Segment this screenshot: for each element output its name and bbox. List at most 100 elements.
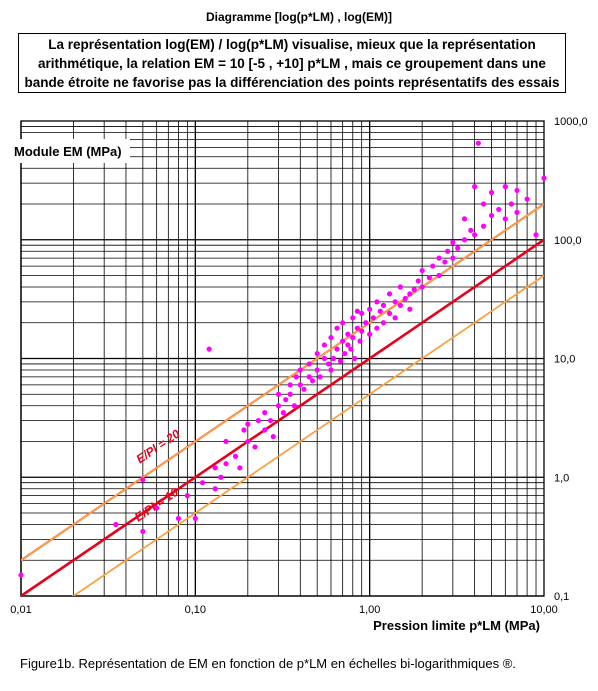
data-point xyxy=(314,367,320,373)
data-point xyxy=(317,374,323,380)
data-point xyxy=(330,355,337,362)
data-point xyxy=(306,361,312,367)
data-point xyxy=(392,299,398,305)
data-point xyxy=(287,391,293,397)
data-point xyxy=(508,201,514,207)
data-point xyxy=(377,308,383,314)
log-log-chart: E/Pl = 10E/Pl = 200,01 0,10 1,00 10,000,11,… xyxy=(10,116,588,633)
data-point xyxy=(283,397,289,403)
data-point xyxy=(472,232,478,238)
data-point xyxy=(514,209,520,215)
data-point xyxy=(359,328,365,334)
data-point xyxy=(206,346,212,352)
data-point xyxy=(184,493,190,499)
data-point xyxy=(397,302,403,308)
data-point xyxy=(363,320,369,326)
data-point xyxy=(291,403,297,409)
data-point xyxy=(297,367,303,373)
data-point xyxy=(340,320,346,326)
data-point xyxy=(175,515,182,522)
data-point xyxy=(455,245,461,251)
data-point xyxy=(374,325,380,331)
data-point xyxy=(293,374,300,380)
data-point xyxy=(245,438,251,445)
data-point xyxy=(287,382,293,388)
data-point xyxy=(241,427,247,433)
data-point xyxy=(321,355,328,362)
data-point xyxy=(340,338,346,344)
data-point xyxy=(472,184,478,190)
data-point xyxy=(415,278,421,284)
data-point xyxy=(267,417,274,424)
data-point xyxy=(436,272,442,279)
data-point xyxy=(262,410,268,416)
y-tick-label: 0,1 xyxy=(554,591,569,603)
data-point xyxy=(397,284,403,290)
data-point xyxy=(359,310,365,316)
data-point xyxy=(450,239,456,245)
data-point xyxy=(488,189,495,196)
data-point xyxy=(407,291,413,297)
figure-caption: Figure1b. Représentation de EM en foncti… xyxy=(20,656,516,671)
data-point xyxy=(275,403,282,409)
data-point xyxy=(496,206,502,213)
x-tick-label: 1,00 xyxy=(359,604,380,616)
data-point xyxy=(223,438,229,445)
data-point xyxy=(301,386,307,392)
note-box: La représentation log(EM) / log(p*LM) vi… xyxy=(18,33,566,93)
data-points xyxy=(18,140,547,578)
data-point xyxy=(245,421,251,427)
data-point xyxy=(367,331,373,337)
data-point xyxy=(419,267,425,274)
data-point xyxy=(321,342,328,348)
data-point xyxy=(297,382,303,388)
data-point xyxy=(436,255,442,261)
plot-frame xyxy=(20,120,545,597)
data-point xyxy=(386,291,393,297)
data-point xyxy=(480,223,487,229)
diagram-title: Diagramme [log(p*LM) , log(EM)] xyxy=(206,10,392,24)
data-point xyxy=(140,528,146,534)
data-point xyxy=(480,201,487,207)
data-point xyxy=(334,325,340,331)
data-point xyxy=(218,474,224,480)
data-point xyxy=(237,465,243,471)
data-point xyxy=(533,232,539,238)
data-point xyxy=(309,378,316,384)
data-point xyxy=(212,486,218,492)
data-point xyxy=(402,295,408,302)
data-point xyxy=(386,310,393,316)
note-line-3: bande étroite ne favorise pas la différe… xyxy=(24,75,560,90)
data-point xyxy=(192,515,198,522)
data-point xyxy=(392,315,398,321)
data-point xyxy=(502,216,508,222)
data-point xyxy=(348,346,354,352)
x-axis-label: Pression limite p*LM (MPa) xyxy=(373,618,540,633)
data-point xyxy=(199,480,206,486)
data-point xyxy=(18,572,24,578)
data-point xyxy=(367,306,373,312)
data-point xyxy=(502,184,508,190)
data-point xyxy=(345,331,351,337)
x-tick-label: 10,00 xyxy=(530,604,558,616)
reference-line-ratio-5 xyxy=(71,274,544,596)
data-point xyxy=(468,227,474,233)
data-point xyxy=(430,263,436,269)
data-point xyxy=(370,315,376,321)
data-point xyxy=(334,346,340,352)
y-tick-label: 10,0 xyxy=(554,354,575,366)
data-point xyxy=(345,342,351,348)
y-tick-label: 100,0 xyxy=(554,235,582,247)
reference-lines xyxy=(21,203,544,596)
data-point xyxy=(140,477,146,483)
note-line-1: La représentation log(EM) / log(p*LM) vi… xyxy=(48,37,536,52)
data-point xyxy=(337,358,344,364)
ylabel-background xyxy=(12,139,130,163)
data-point xyxy=(354,325,360,331)
data-point xyxy=(445,248,451,254)
data-point xyxy=(270,433,276,440)
data-point xyxy=(357,338,363,344)
data-point xyxy=(461,237,468,243)
data-point xyxy=(223,461,229,467)
data-point xyxy=(342,350,348,357)
